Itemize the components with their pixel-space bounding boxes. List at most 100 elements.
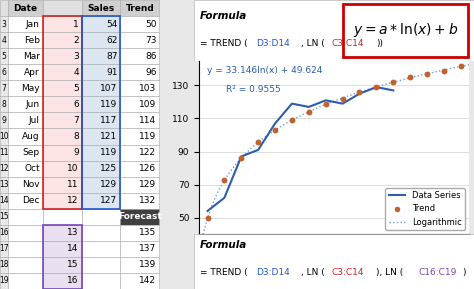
Bar [82,32,120,48]
Text: , LN (: , LN ( [301,39,324,48]
Bar [120,80,159,96]
Bar [8,177,43,193]
Bar [120,225,159,241]
Text: 10: 10 [67,164,79,173]
Bar [43,161,82,177]
Point [440,68,448,73]
Point [423,72,431,76]
Point [356,90,363,95]
Text: Nov: Nov [22,180,40,189]
Bar [82,16,120,209]
Text: Jul: Jul [29,116,40,125]
Bar [8,96,43,112]
Text: $y = a * \ln(x) + b$: $y = a * \ln(x) + b$ [353,21,458,39]
Bar [120,96,159,112]
Bar [43,48,82,64]
Bar [43,128,82,144]
Bar [8,225,43,241]
Bar [0,48,8,64]
Bar [82,241,120,257]
Bar [82,64,120,80]
Bar [43,16,82,209]
Bar [0,209,8,225]
Text: 5: 5 [73,84,79,93]
Text: Oct: Oct [24,164,40,173]
Text: C3:C14: C3:C14 [331,268,364,277]
Bar [0,16,8,32]
Bar [8,0,43,16]
Text: 8: 8 [1,100,6,109]
Bar [43,80,82,96]
Bar [82,96,120,112]
Text: )): )) [376,39,383,48]
Bar [120,161,159,177]
Bar [0,144,8,161]
Bar [0,241,8,257]
Bar [120,48,159,64]
Point [339,96,346,101]
Text: C16:C19: C16:C19 [418,268,456,277]
Text: C3:C14: C3:C14 [331,39,364,48]
Bar [82,128,120,144]
Text: May: May [21,84,40,93]
Text: Date: Date [13,3,37,12]
Text: 4: 4 [1,36,6,45]
Text: 50: 50 [145,20,156,29]
Text: 3: 3 [1,20,6,29]
Text: 14: 14 [0,196,9,205]
Bar [43,16,82,32]
Bar [0,64,8,80]
Point [373,85,380,89]
Bar [120,32,159,48]
Bar [82,112,120,128]
Text: 87: 87 [106,52,118,61]
Bar [82,193,120,209]
Bar [120,64,159,80]
Text: Dec: Dec [22,196,40,205]
Bar [43,177,82,193]
Text: Jun: Jun [26,100,40,109]
Text: 18: 18 [0,260,9,269]
Bar [0,193,8,209]
Bar [43,0,82,16]
Text: ), LN (: ), LN ( [376,268,403,277]
Text: 13: 13 [67,228,79,237]
Point [271,128,279,132]
Bar [343,4,468,57]
Text: 62: 62 [106,36,118,45]
Text: 129: 129 [100,180,118,189]
Text: 17: 17 [0,244,9,253]
Text: 132: 132 [139,196,156,205]
Bar [0,273,8,289]
Bar [43,209,82,225]
Text: 96: 96 [145,68,156,77]
Text: Formula: Formula [200,11,247,21]
Bar [120,128,159,144]
Point [204,215,211,220]
Text: 86: 86 [145,52,156,61]
Text: 139: 139 [139,260,156,269]
Text: Feb: Feb [24,36,40,45]
Text: Sales: Sales [87,3,115,12]
Text: 119: 119 [100,100,118,109]
Bar [8,273,43,289]
Point [288,118,296,123]
Text: = TREND (: = TREND ( [200,268,247,277]
Text: = TREND (: = TREND ( [200,39,247,48]
Bar [43,193,82,209]
Text: Sep: Sep [23,148,40,157]
Text: 11: 11 [0,148,9,157]
Text: 127: 127 [100,196,118,205]
Text: 9: 9 [1,116,6,125]
Bar [8,209,43,225]
Text: 137: 137 [139,244,156,253]
Text: 6: 6 [1,68,6,77]
Bar [120,257,159,273]
Point [390,80,397,84]
Bar [0,161,8,177]
Bar [43,144,82,161]
Bar [82,177,120,193]
Bar [120,193,159,209]
Text: 12: 12 [67,196,79,205]
Bar [0,225,8,241]
